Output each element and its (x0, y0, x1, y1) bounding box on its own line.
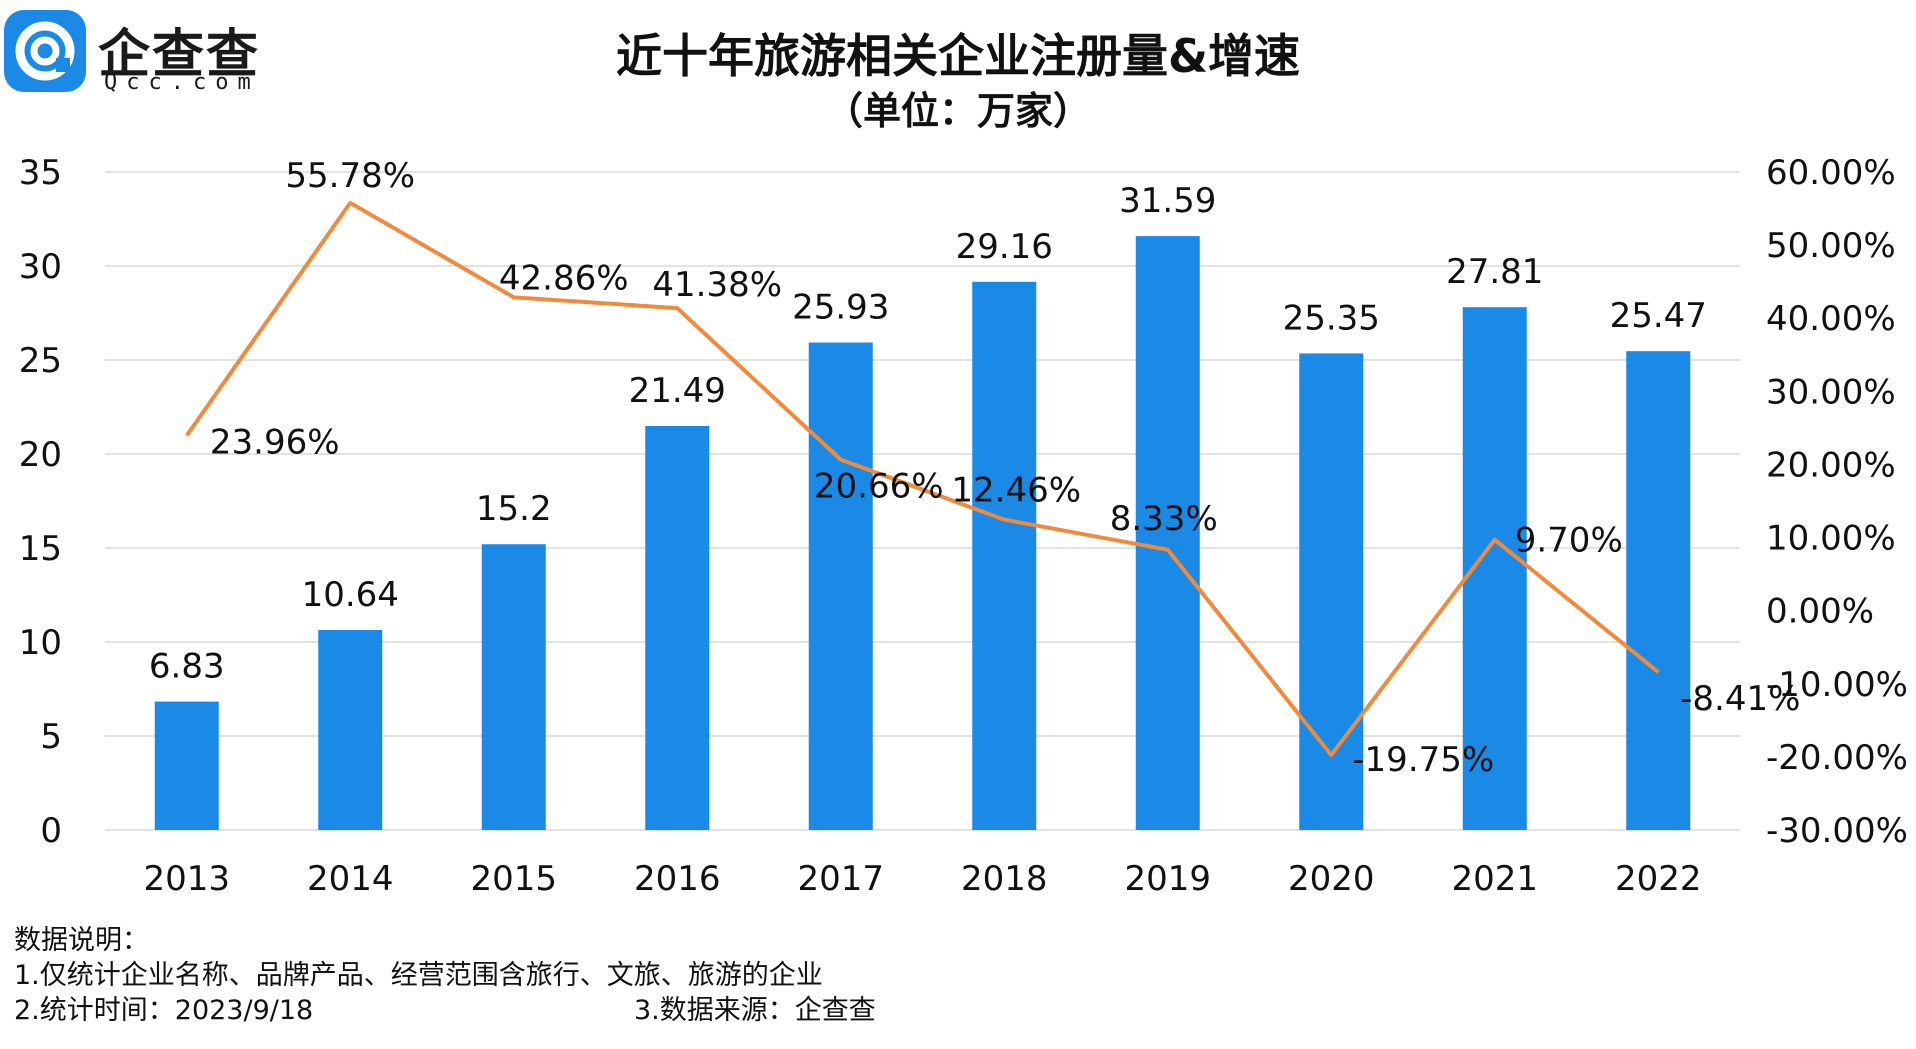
y-right-tick-label: -10.00% (1766, 665, 1908, 705)
y-right-tick-label: -20.00% (1766, 738, 1908, 778)
y-right-tick-label: 40.00% (1766, 299, 1896, 339)
logo-brand-name: 企查查 (98, 25, 261, 85)
y-left-tick-label: 20 (19, 435, 62, 475)
x-tick-label: 2018 (961, 859, 1048, 899)
bar-value-label: 15.2 (476, 489, 552, 529)
y-left-tick-label: 25 (19, 341, 62, 381)
y-left-tick-label: 0 (40, 811, 62, 851)
bar-value-label: 25.35 (1283, 298, 1380, 338)
y-right-tick-label: 0.00% (1766, 592, 1874, 632)
y-right-tick-label: 10.00% (1766, 519, 1896, 559)
bar (645, 425, 710, 830)
notes-line-2: 2.统计时间：2023/9/18 (14, 995, 314, 1026)
combo-chart: 0 5 10 15 20 25 30 35 -30.00% -20.00% -10.00% 0.00%… (19, 153, 1908, 899)
x-tick-label: 2017 (797, 859, 884, 899)
logo-domain: Qcc.com (104, 70, 260, 95)
bar (1626, 351, 1691, 830)
bar (154, 701, 219, 830)
notes-line-1: 1.仅统计企业名称、品牌产品、经营范围含旅行、文旅、旅游的企业 (14, 960, 823, 991)
line-value-label: 12.46% (951, 471, 1081, 511)
bar-value-label: 21.49 (629, 371, 726, 411)
bar (972, 281, 1037, 830)
x-tick-label: 2020 (1288, 859, 1375, 899)
growth-line (185, 200, 1660, 758)
line-value-label: 8.33% (1110, 499, 1218, 539)
bar (318, 629, 383, 830)
notes-line-3: 3.数据来源：企查查 (634, 995, 876, 1026)
chart-title: 近十年旅游相关企业注册量&增速 (615, 29, 1301, 83)
line-value-label: 20.66% (814, 467, 944, 507)
bar (1299, 353, 1364, 830)
notes-heading: 数据说明： (14, 925, 149, 956)
bar-value-label: 25.47 (1610, 296, 1707, 336)
bar (808, 342, 873, 830)
y-left-tick-label: 15 (19, 529, 62, 569)
line-value-label: 42.86% (499, 258, 629, 298)
x-tick-label: 2013 (143, 859, 230, 899)
y-left-tick-label: 5 (40, 717, 62, 757)
x-tick-label: 2019 (1124, 859, 1211, 899)
y-right-tick-label: 60.00% (1766, 153, 1896, 193)
line-value-label: -8.41% (1680, 679, 1800, 719)
x-tick-label: 2014 (307, 859, 394, 899)
line-value-label: 23.96% (210, 422, 340, 462)
qcc-logo: 企查查 Qcc.com (0, 0, 300, 110)
bar-value-label: 31.59 (1119, 181, 1216, 221)
bar-value-label: 29.16 (956, 227, 1053, 267)
chart-subtitle: （单位：万家） (824, 89, 1091, 133)
y-right-tick-label: 50.00% (1766, 226, 1896, 266)
line-value-label: 9.70% (1515, 521, 1623, 561)
bar-value-label: 27.81 (1446, 252, 1543, 292)
line-value-label: 41.38% (652, 265, 782, 305)
y-right-tick-label: 30.00% (1766, 372, 1896, 412)
bar (1135, 236, 1200, 830)
x-tick-label: 2015 (470, 859, 557, 899)
line-value-label: 55.78% (285, 156, 415, 196)
x-tick-label: 2022 (1615, 859, 1702, 899)
bar (481, 544, 546, 830)
y-left-tick-label: 35 (19, 153, 62, 193)
bar-value-label: 6.83 (149, 647, 225, 687)
y-left-tick-label: 30 (19, 247, 62, 287)
bar-value-label: 25.93 (792, 288, 889, 328)
bar-value-label: 10.64 (302, 575, 399, 615)
line-value-label: -19.75% (1352, 740, 1494, 780)
qcc-logo-icon (4, 10, 86, 92)
y-left-tick-label: 10 (19, 623, 62, 663)
y-right-tick-label: -30.00% (1766, 811, 1908, 851)
x-tick-label: 2021 (1451, 859, 1538, 899)
y-right-tick-label: 20.00% (1766, 445, 1896, 485)
x-tick-label: 2016 (634, 859, 721, 899)
